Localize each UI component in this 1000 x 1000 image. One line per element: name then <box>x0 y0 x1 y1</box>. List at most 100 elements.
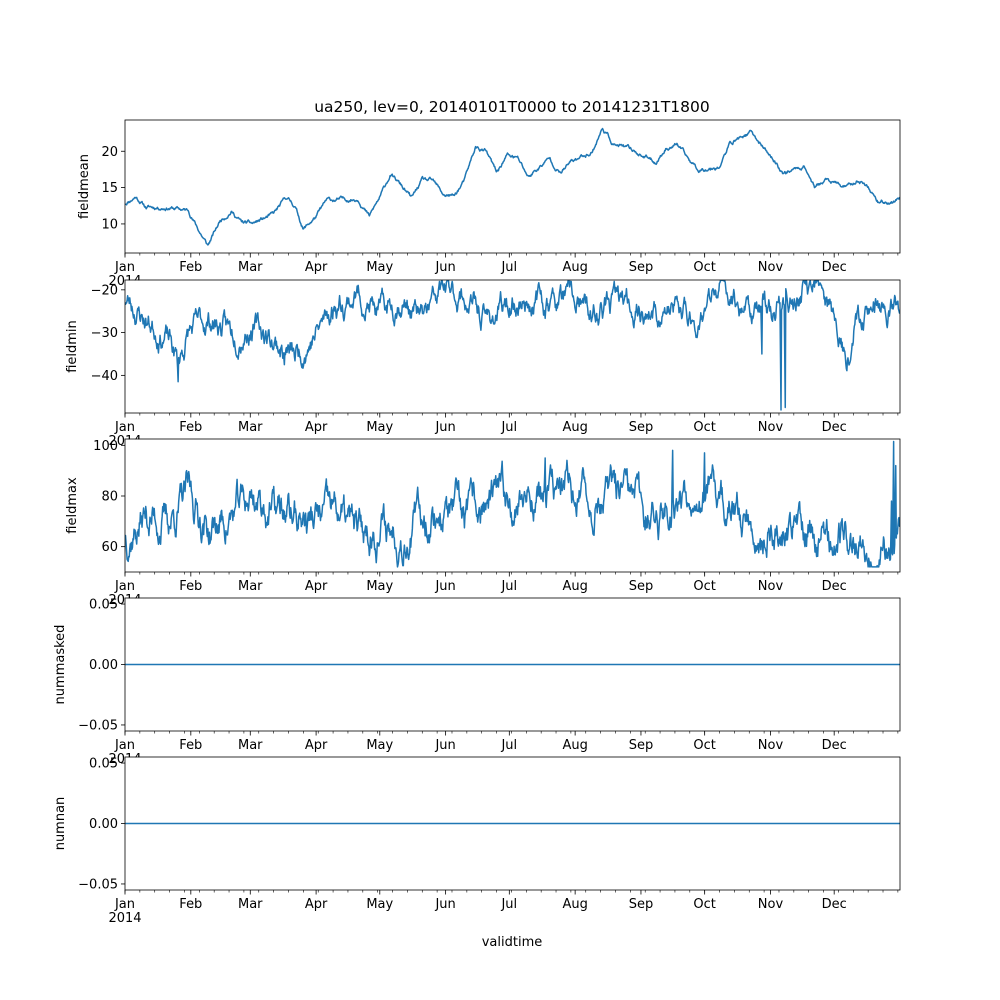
x-tick-label-feb: Feb <box>179 579 202 594</box>
y-tick-label-fieldmean: 20 <box>101 145 118 160</box>
x-tick-label-may: May <box>366 897 393 912</box>
x-tick-label-nov: Nov <box>758 420 784 435</box>
x-tick-label-mar: Mar <box>238 579 263 594</box>
x-tick-label-feb: Feb <box>179 420 202 435</box>
x-tick-label-jan: Jan <box>114 738 135 753</box>
axes-background <box>125 439 900 452</box>
panel-fieldmin: −40 −30 −20 Jan Feb Mar Apr May Jun Jul Aug Sep Oct N… <box>65 279 901 449</box>
x-tick-label-apr: Apr <box>305 260 328 275</box>
axes-frame-fieldmax <box>124 438 901 573</box>
axes-background <box>125 757 900 770</box>
y-tick-label-fieldmean: 15 <box>101 181 118 196</box>
y-tick-label-nummasked: 0.00 <box>89 658 118 673</box>
x-tick-label-jan: Jan <box>114 579 135 594</box>
axes-frame-fieldmin <box>124 279 901 414</box>
x-tick-label-jan: Jan <box>114 897 135 912</box>
x-tick-label-jul: Jul <box>500 579 517 594</box>
x-tick-label-aug: Aug <box>562 897 587 912</box>
x-tick-label-nov: Nov <box>758 738 784 753</box>
series-line-fieldmax <box>125 440 900 568</box>
x-tick-label-mar: Mar <box>238 260 263 275</box>
x-tick-label-sep: Sep <box>629 579 654 594</box>
y-axis-label-numnan: numnan <box>53 797 68 851</box>
y-tick-label-fieldmax: 60 <box>101 540 118 555</box>
y-axis-label-fieldmin: fieldmin <box>65 320 80 373</box>
x-tick-label-apr: Apr <box>305 738 328 753</box>
x-tick-label-apr: Apr <box>305 897 328 912</box>
y-tick-label-fieldmean: 10 <box>101 217 118 232</box>
x-tick-label-jan: Jan <box>114 260 135 275</box>
y-tick-label-nummasked: −0.05 <box>78 718 118 733</box>
x-tick-label-apr: Apr <box>305 579 328 594</box>
x-tick-label-sep: Sep <box>629 738 654 753</box>
y-axis-label-fieldmax: fieldmax <box>65 477 80 534</box>
x-tick-label-jun: Jun <box>434 260 455 275</box>
x-tick-label-nov: Nov <box>758 579 784 594</box>
x-tick-label-feb: Feb <box>179 897 202 912</box>
y-tick-label-numnan: 0.00 <box>89 817 118 832</box>
x-tick-label-may: May <box>366 738 393 753</box>
panel-fieldmean: 10 15 20 Jan Feb Mar Apr May Jun Jul Aug Sep Oct Nov D… <box>77 119 901 289</box>
x-tick-label-aug: Aug <box>562 260 587 275</box>
x-tick-label-dec: Dec <box>822 738 847 753</box>
x-tick-label-jul: Jul <box>500 738 517 753</box>
series-line-fieldmin <box>125 280 900 411</box>
x-tick-label-jul: Jul <box>500 260 517 275</box>
x-tick-label-jan: Jan <box>114 420 135 435</box>
x-tick-label-may: May <box>366 579 393 594</box>
x-tick-label-dec: Dec <box>822 897 847 912</box>
y-axis-label-nummasked: nummasked <box>53 625 68 705</box>
x-tick-label-may: May <box>366 260 393 275</box>
y-axis-label-fieldmean: fieldmean <box>77 154 92 219</box>
x-tick-label-aug: Aug <box>562 420 587 435</box>
x-tick-label-jun: Jun <box>434 738 455 753</box>
x-tick-label-oct: Oct <box>693 260 715 275</box>
x-tick-label-dec: Dec <box>822 579 847 594</box>
x-tick-label-dec: Dec <box>822 420 847 435</box>
y-tick-label-fieldmax: 100 <box>93 439 118 454</box>
x-tick-label-jun: Jun <box>434 897 455 912</box>
x-tick-label-mar: Mar <box>238 897 263 912</box>
axes-background <box>125 598 900 611</box>
x-tick-label-oct: Oct <box>693 420 715 435</box>
chart-title: ua250, lev=0, 20140101T0000 to 20141231T… <box>314 98 710 116</box>
x-tick-label-mar: Mar <box>238 420 263 435</box>
panels-container: 10 15 20 Jan Feb Mar Apr May Jun Jul Aug Sep Oct Nov D… <box>53 119 901 926</box>
series-line-fieldmean <box>125 127 900 246</box>
x-tick-label-nov: Nov <box>758 897 784 912</box>
x-axis-label: validtime <box>482 935 543 950</box>
x-tick-label-sep: Sep <box>629 420 654 435</box>
y-tick-label-fieldmin: −30 <box>91 326 118 341</box>
x-tick-label-oct: Oct <box>693 897 715 912</box>
y-tick-label-fieldmin: −20 <box>91 283 118 298</box>
x-tick-label-aug: Aug <box>562 579 587 594</box>
panel-nummasked: −0.05 0.00 0.05 Jan Feb Mar Apr May Jun Jul Aug Sep… <box>53 598 901 767</box>
x-tick-label-jun: Jun <box>434 420 455 435</box>
y-tick-label-numnan: 0.05 <box>89 757 118 772</box>
y-tick-label-fieldmin: −40 <box>91 369 118 384</box>
axes-background <box>125 280 900 293</box>
x-tick-label-may: May <box>366 420 393 435</box>
x-tick-label-sep: Sep <box>629 897 654 912</box>
x-tick-label-dec: Dec <box>822 260 847 275</box>
x-tick-label-feb: Feb <box>179 738 202 753</box>
x-tick-label-nov: Nov <box>758 260 784 275</box>
x-tick-label-jul: Jul <box>500 897 517 912</box>
y-tick-label-numnan: −0.05 <box>78 877 118 892</box>
x-tick-label-oct: Oct <box>693 579 715 594</box>
x-year-label: 2014 <box>108 911 141 926</box>
x-tick-label-feb: Feb <box>179 260 202 275</box>
y-tick-label-nummasked: 0.05 <box>89 598 118 613</box>
x-tick-label-oct: Oct <box>693 738 715 753</box>
y-tick-label-fieldmax: 80 <box>101 490 118 505</box>
x-tick-label-mar: Mar <box>238 738 263 753</box>
panel-numnan: −0.05 0.00 0.05 Jan Feb Mar Apr May Jun Jul Aug Sep… <box>53 757 901 926</box>
x-tick-label-aug: Aug <box>562 738 587 753</box>
x-tick-label-jun: Jun <box>434 579 455 594</box>
x-tick-label-sep: Sep <box>629 260 654 275</box>
axes-frame-fieldmean <box>124 119 901 254</box>
x-tick-label-apr: Apr <box>305 420 328 435</box>
x-tick-label-jul: Jul <box>500 420 517 435</box>
